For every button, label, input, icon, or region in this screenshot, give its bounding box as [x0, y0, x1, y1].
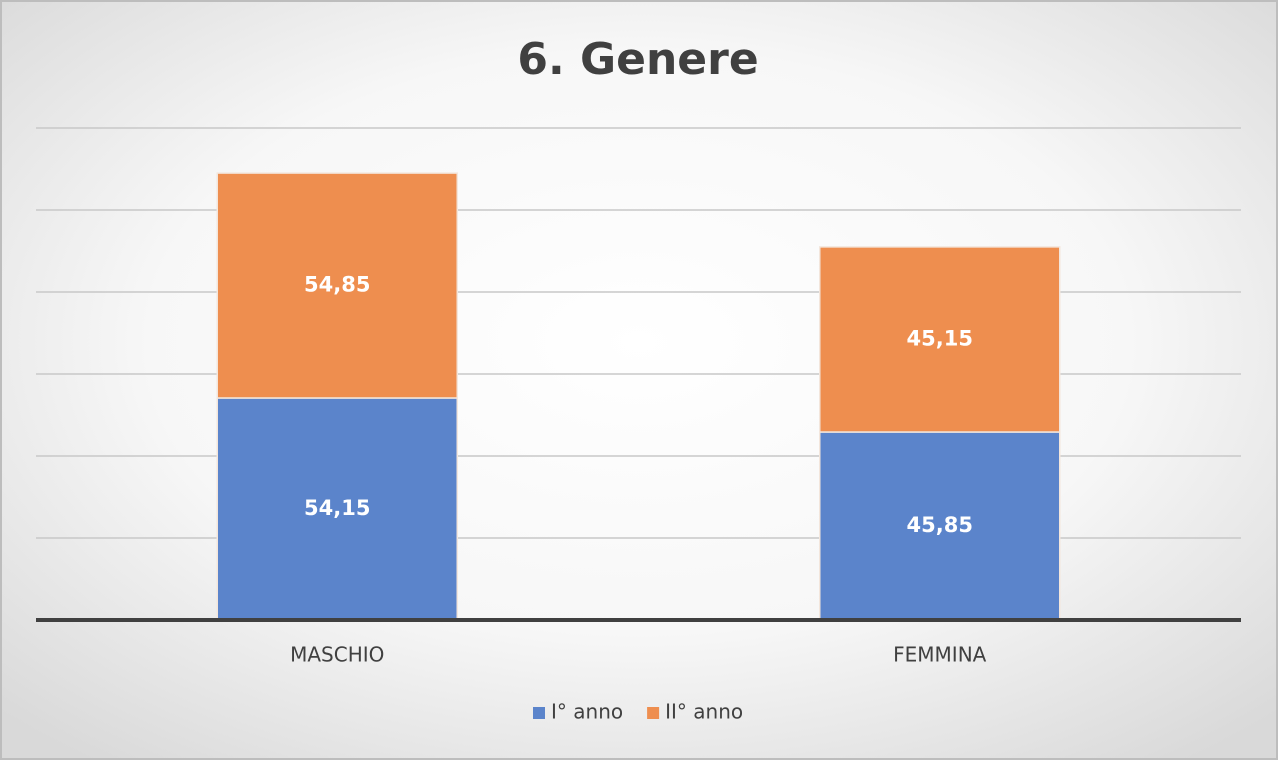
data-label: 45,85 — [907, 513, 973, 537]
data-label: 45,15 — [907, 326, 973, 350]
legend-swatch — [533, 707, 545, 719]
legend-swatch — [647, 707, 660, 719]
data-label: 54,85 — [304, 273, 370, 297]
bar-segment — [216, 172, 458, 399]
legend-label: I° anno — [551, 700, 623, 724]
data-label: 54,15 — [304, 496, 370, 520]
x-tick-label: MASCHIO — [290, 643, 384, 667]
bar-segment — [819, 431, 1061, 621]
x-tick-label: FEMMINA — [893, 643, 987, 667]
bar-segment — [819, 246, 1061, 433]
chart-title: 6. Genere — [517, 34, 758, 85]
legend-label: II° anno — [665, 700, 743, 724]
